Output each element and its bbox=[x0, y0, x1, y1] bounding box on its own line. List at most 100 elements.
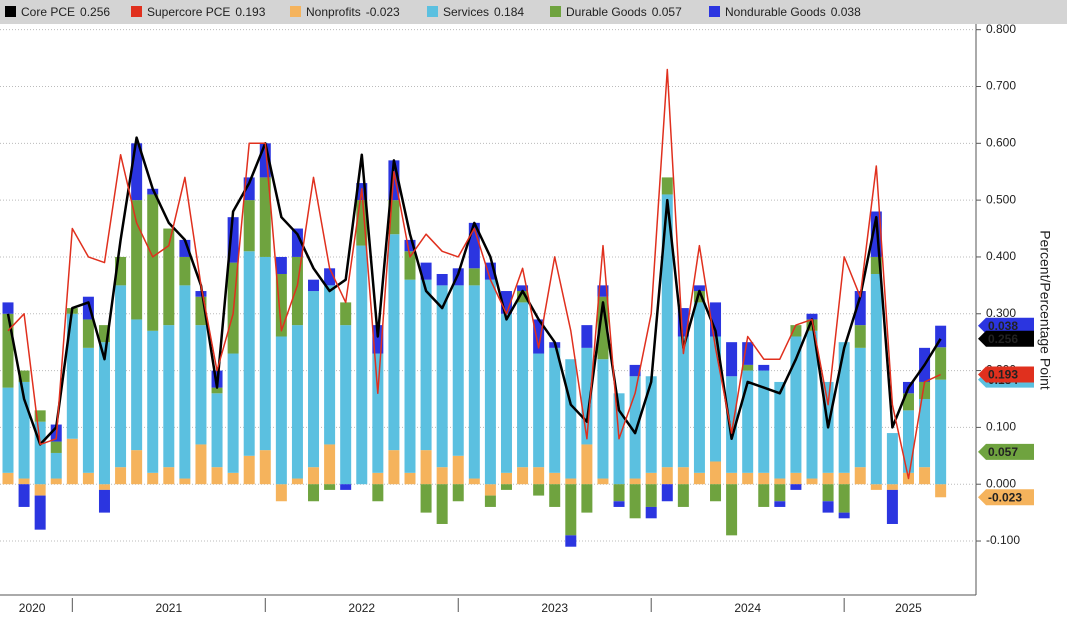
bar-segment bbox=[227, 353, 239, 473]
bar-segment bbox=[484, 495, 496, 507]
bar-segment bbox=[500, 484, 512, 490]
bar-segment bbox=[645, 472, 657, 485]
legend-label: Services 0.184 bbox=[443, 5, 524, 19]
bar-segment bbox=[758, 364, 770, 371]
bar-segment bbox=[34, 484, 46, 496]
legend-label: Durable Goods 0.057 bbox=[566, 5, 682, 19]
legend-name: Durable Goods bbox=[566, 5, 647, 19]
bar-segment bbox=[388, 200, 400, 235]
bar-segment bbox=[565, 359, 577, 479]
y-axis-title: Percent/Percentage Point bbox=[1037, 230, 1053, 390]
bar-segment bbox=[549, 472, 561, 485]
bar-segment bbox=[131, 319, 143, 451]
bar-segment bbox=[935, 379, 947, 485]
bar-segment bbox=[211, 467, 223, 485]
bar-segment bbox=[179, 256, 191, 286]
bar-segment bbox=[645, 376, 657, 473]
value-tag-label: 0.256 bbox=[988, 332, 1018, 346]
bar-segment bbox=[484, 279, 496, 485]
bar-segment bbox=[211, 387, 223, 394]
bar-segment bbox=[710, 484, 722, 502]
y-tick-label: 0.800 bbox=[986, 22, 1016, 36]
bar-segment bbox=[726, 342, 738, 377]
bar-segment bbox=[693, 291, 705, 303]
legend-value: 0.057 bbox=[652, 5, 682, 19]
legend-name: Nonprofits bbox=[306, 5, 361, 19]
bar-segment bbox=[420, 484, 432, 513]
bar-segment bbox=[774, 478, 786, 485]
bar-segment bbox=[790, 325, 802, 337]
bar-segment bbox=[243, 455, 255, 485]
bar-segment bbox=[131, 450, 143, 485]
bar-segment bbox=[935, 484, 947, 498]
bar-segment bbox=[404, 279, 416, 473]
bar-segment bbox=[661, 484, 673, 502]
bar-segment bbox=[565, 484, 577, 536]
bar-segment bbox=[50, 441, 62, 453]
bar-segment bbox=[693, 285, 705, 292]
legend-swatch bbox=[427, 6, 438, 17]
bar-segment bbox=[452, 484, 464, 502]
bar-segment bbox=[870, 484, 882, 490]
legend-swatch bbox=[131, 6, 142, 17]
bar-segment bbox=[613, 501, 625, 507]
bar-segment bbox=[195, 444, 207, 485]
bar-segment bbox=[854, 467, 866, 485]
bar-segment bbox=[66, 313, 78, 439]
bar-segment bbox=[661, 194, 673, 468]
legend-label: Core PCE 0.256 bbox=[21, 5, 110, 19]
bar-segment bbox=[163, 467, 175, 485]
bar-segment bbox=[436, 285, 448, 468]
bar-segment bbox=[806, 478, 818, 485]
bar-segment bbox=[549, 347, 561, 473]
value-tag bbox=[978, 443, 1034, 460]
bar-segment bbox=[902, 393, 914, 411]
bar-segment bbox=[677, 308, 689, 337]
bar-segment bbox=[115, 256, 127, 286]
bar-segment bbox=[710, 336, 722, 462]
bar-segment bbox=[420, 279, 432, 451]
bar-segment bbox=[533, 467, 545, 485]
bar-segment bbox=[533, 319, 545, 354]
legend-value: 0.038 bbox=[831, 5, 861, 19]
bar-segment bbox=[886, 489, 898, 524]
bar-segment bbox=[629, 376, 641, 479]
bar-segment bbox=[324, 444, 336, 485]
line bbox=[7, 68, 941, 480]
bar-segment bbox=[179, 239, 191, 257]
bar-segment bbox=[774, 501, 786, 507]
bar-segment bbox=[18, 370, 30, 382]
bar-segment bbox=[661, 467, 673, 485]
legend-swatch bbox=[5, 6, 16, 17]
bar-segment bbox=[533, 353, 545, 468]
bar-segment bbox=[886, 433, 898, 485]
bar-segment bbox=[597, 296, 609, 360]
bar-segment bbox=[581, 444, 593, 485]
legend-value: -0.023 bbox=[366, 5, 400, 19]
bar-segment bbox=[259, 256, 271, 451]
bar-segment bbox=[259, 177, 271, 257]
bar-segment bbox=[275, 336, 287, 485]
bar-segment bbox=[66, 438, 78, 485]
bar-segment bbox=[774, 381, 786, 479]
bar-segment bbox=[179, 478, 191, 485]
bar-segment bbox=[581, 347, 593, 445]
value-tag-label: 0.193 bbox=[988, 368, 1018, 382]
legend-value: 0.184 bbox=[494, 5, 524, 19]
value-tag-label: 0.057 bbox=[988, 445, 1018, 459]
y-tick-label: -0.100 bbox=[986, 533, 1020, 547]
bar-segment bbox=[147, 472, 159, 485]
bar-segment bbox=[388, 234, 400, 451]
bar-segment bbox=[854, 347, 866, 468]
bar-segment bbox=[308, 484, 320, 502]
bar-segment bbox=[484, 484, 496, 496]
legend-label: Supercore PCE 0.193 bbox=[147, 5, 266, 19]
bar-segment bbox=[677, 467, 689, 485]
legend-label: Nondurable Goods 0.038 bbox=[725, 5, 861, 19]
bar-segment bbox=[163, 325, 175, 468]
bar-segment bbox=[356, 245, 368, 485]
x-tick-label: 2022 bbox=[348, 601, 375, 615]
bar-segment bbox=[758, 370, 770, 473]
bar-segment bbox=[854, 291, 866, 326]
